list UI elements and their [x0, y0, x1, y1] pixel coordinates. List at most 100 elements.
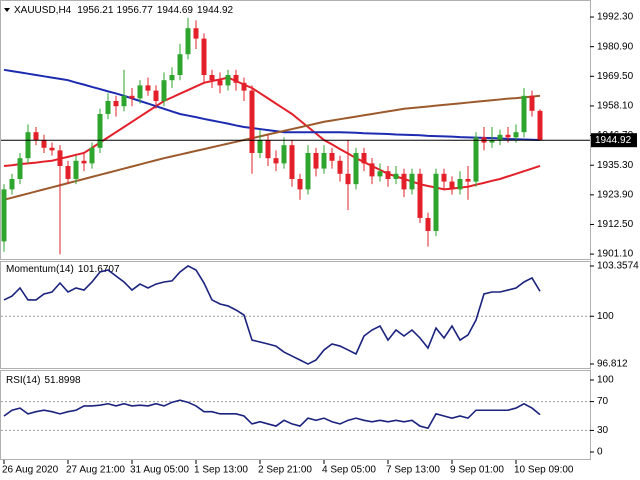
candle-body [465, 178, 471, 182]
x-tick-label: 7 Sep 13:00 [386, 465, 440, 476]
candle-body [225, 75, 231, 86]
y-tick-label: 1912.50 [597, 219, 634, 230]
candle-body [129, 95, 135, 99]
header-high: 1956.77 [117, 5, 154, 16]
candle-body [217, 80, 223, 86]
candle-body [41, 139, 47, 148]
y-tick-label: 1923.90 [597, 189, 634, 200]
indicator-name: Momentum(14) [6, 264, 74, 275]
y-tick-label: 100 [597, 375, 614, 386]
candle-body [137, 85, 143, 99]
moving-average [3, 68, 541, 141]
main-panel [0, 0, 591, 260]
candle-body [121, 95, 127, 107]
candle-body [241, 82, 247, 91]
indicator-value: 51.8998 [44, 375, 81, 386]
candle-body [57, 150, 63, 166]
y-tick-label: 1935.30 [597, 160, 634, 171]
candle-body [353, 152, 359, 185]
candle-body [177, 54, 183, 76]
candle-body [97, 113, 103, 148]
y-tick-label: 30 [597, 425, 609, 436]
candle-body [497, 134, 503, 140]
candle-body [473, 137, 479, 182]
candle-body [521, 95, 527, 133]
candle-body [409, 173, 415, 190]
candle-body [185, 28, 191, 55]
candle-body [305, 152, 311, 190]
menu-arrow[interactable] [4, 8, 10, 12]
x-tick-label: 26 Aug 2020 [2, 465, 59, 476]
candle-body [369, 163, 375, 177]
candle-body [209, 75, 215, 81]
x-tick-label: 1 Sep 13:00 [194, 465, 248, 476]
candle-body [489, 139, 495, 143]
y-tick-label: 1958.10 [597, 101, 634, 112]
candle-body [81, 160, 87, 164]
candle-body [337, 160, 343, 174]
candle-body [529, 95, 535, 111]
candle-body [105, 100, 111, 114]
x-tick-label: 10 Sep 09:00 [514, 465, 574, 476]
candle-body [265, 139, 271, 159]
candle-body [233, 75, 239, 83]
candle-body [257, 139, 263, 153]
candle-body [153, 90, 159, 101]
candle-body [321, 152, 327, 169]
momentum-header: Momentum(14) 101.6707 [6, 264, 120, 275]
candle-body [505, 134, 511, 138]
candle-body [417, 173, 423, 218]
candle-body [33, 132, 39, 140]
header-open: 1956.21 [77, 5, 114, 16]
y-tick-label: 1969.50 [597, 71, 634, 82]
y-tick-label: 1901.10 [597, 249, 634, 260]
last-price-box [591, 133, 637, 148]
indicator-value: 101.6707 [78, 264, 120, 275]
candle-body [457, 178, 463, 190]
last-price-label: 1944.92 [595, 135, 632, 146]
header-close: 1944.92 [197, 5, 234, 16]
candle-body [25, 132, 31, 159]
candle-body [193, 28, 199, 39]
candle-body [49, 147, 55, 151]
y-tick-label: 100 [597, 311, 614, 322]
indicator-line [3, 265, 541, 365]
x-tick-label: 4 Sep 05:00 [322, 465, 376, 476]
candle-body [249, 90, 255, 153]
candle-body [441, 173, 447, 182]
rsi-panel [0, 370, 591, 460]
rsi-header: RSI(14) 51.8998 [6, 375, 81, 386]
candle-body [345, 173, 351, 185]
y-tick-label: 96.812 [597, 359, 628, 370]
candle-body [281, 145, 287, 164]
indicator-name: RSI(14) [6, 375, 40, 386]
y-tick-label: 1992.30 [597, 12, 634, 23]
x-tick-label: 9 Sep 01:00 [450, 465, 504, 476]
candle-body [161, 80, 167, 101]
candle-body [297, 178, 303, 190]
chart-header: XAUUSD,H4 1956.21 1956.77 1944.69 1944.92 [14, 5, 234, 16]
candle-body [425, 217, 431, 231]
candle-body [449, 181, 455, 190]
candle-body [273, 158, 279, 164]
candle-body [89, 147, 95, 164]
symbol: XAUUSD,H4 [14, 5, 72, 16]
candle-body [401, 173, 407, 190]
moving-average [3, 94, 541, 201]
candle-body [385, 171, 391, 179]
candle-body [169, 75, 175, 81]
y-tick-label: 103.3574 [597, 261, 639, 272]
candle-body [201, 38, 207, 76]
indicator-line [3, 399, 541, 430]
x-tick-label: 27 Aug 21:00 [66, 465, 125, 476]
candle-body [537, 110, 543, 141]
candle-body [145, 85, 151, 91]
candle-body [377, 171, 383, 177]
candle-body [433, 173, 439, 231]
candle-body [73, 160, 79, 179]
candle-body [313, 152, 319, 169]
header-low: 1944.69 [157, 5, 194, 16]
candle-body [113, 100, 119, 107]
x-tick-label: 31 Aug 05:00 [130, 465, 189, 476]
